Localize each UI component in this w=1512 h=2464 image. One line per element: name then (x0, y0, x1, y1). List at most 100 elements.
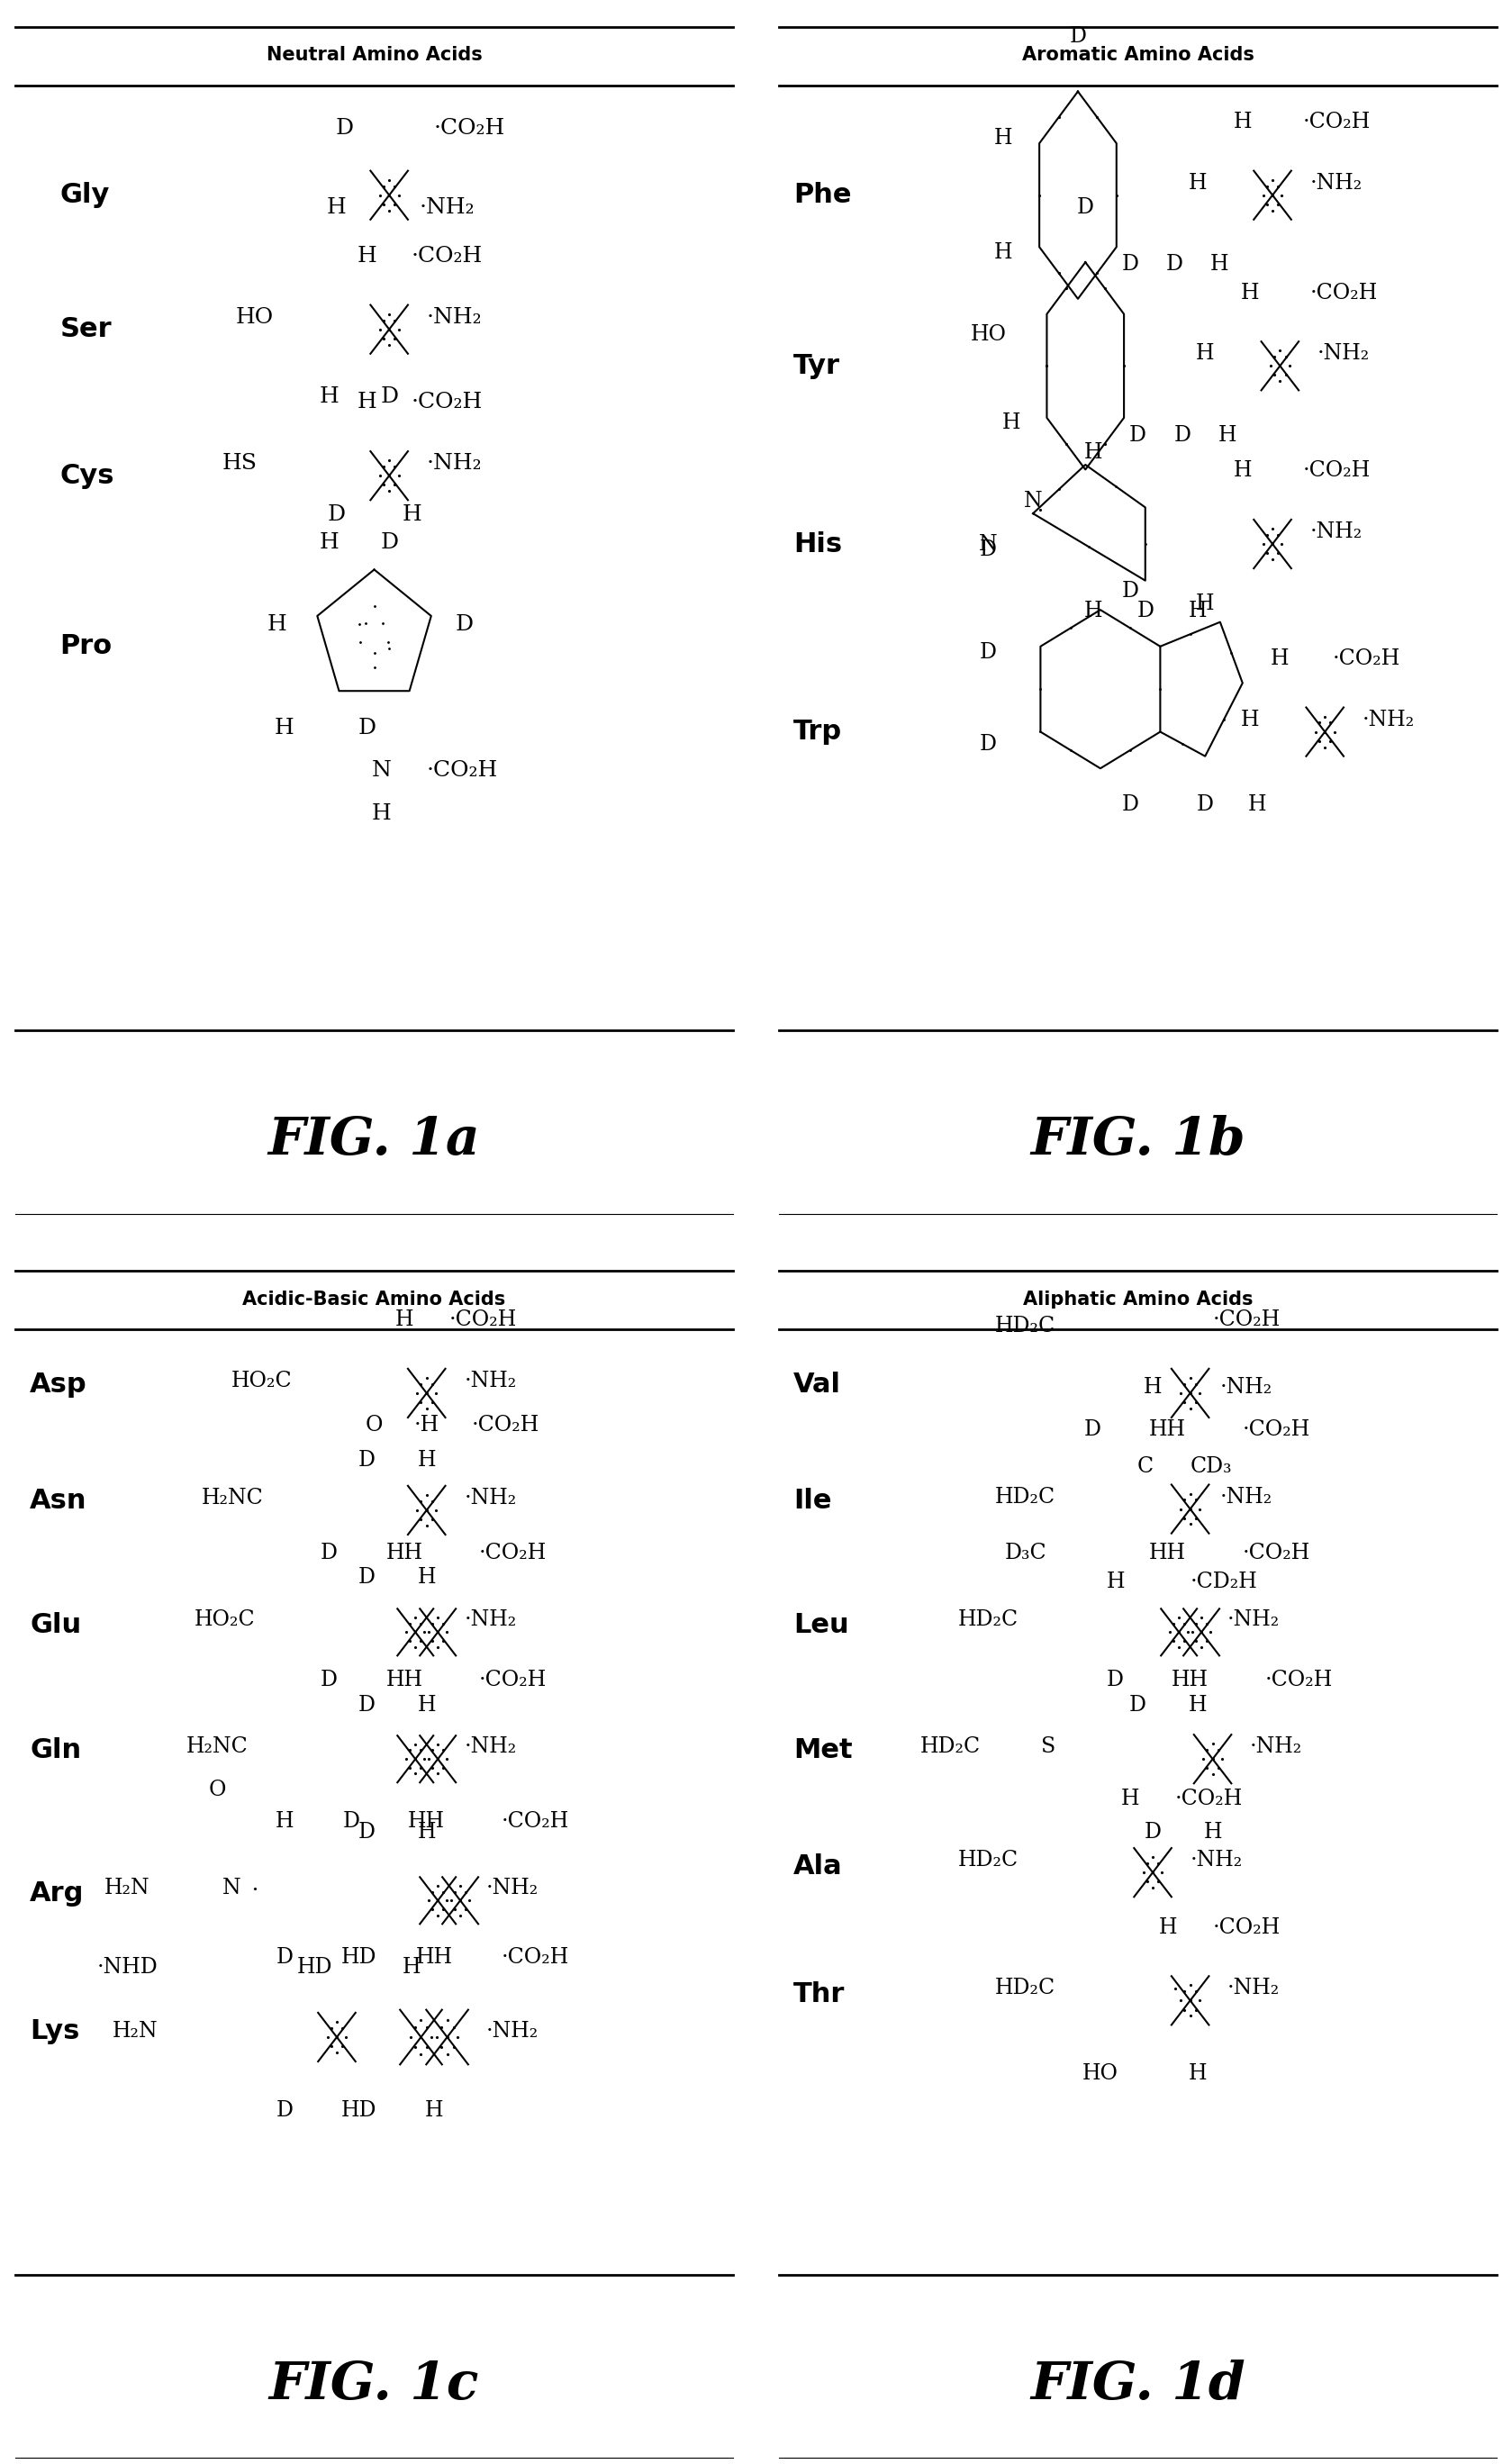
Text: HD: HD (342, 2099, 376, 2122)
Text: H: H (402, 1956, 420, 1979)
Text: H₂N: H₂N (104, 1878, 150, 1900)
Text: D: D (1122, 582, 1139, 601)
Text: D: D (358, 1695, 375, 1715)
Text: D: D (980, 734, 996, 754)
Text: D: D (380, 532, 398, 552)
Text: N: N (222, 1878, 242, 1900)
Text: ·NH₂: ·NH₂ (1362, 710, 1415, 729)
Text: N: N (978, 535, 998, 554)
Text: H: H (357, 246, 376, 266)
Text: Neutral Amino Acids: Neutral Amino Acids (266, 47, 482, 64)
Text: ·CO₂H: ·CO₂H (1213, 1917, 1281, 1937)
Text: ·CO₂H: ·CO₂H (1175, 1789, 1243, 1809)
Text: ·CO₂H: ·CO₂H (1243, 1542, 1311, 1562)
Text: ·NH₂: ·NH₂ (1250, 1737, 1302, 1757)
Text: HD₂C: HD₂C (995, 1979, 1055, 1998)
Text: H: H (995, 128, 1013, 148)
Text: HH: HH (1149, 1542, 1187, 1562)
Text: D: D (358, 717, 376, 739)
Text: HD: HD (342, 1947, 376, 1969)
Text: ·CO₂H: ·CO₂H (502, 1811, 569, 1831)
Text: D: D (321, 1542, 337, 1562)
Text: D: D (336, 118, 354, 138)
Text: HH: HH (1149, 1419, 1187, 1439)
Text: D: D (1137, 601, 1154, 621)
Text: H: H (319, 532, 339, 552)
Text: ·NH₂: ·NH₂ (426, 453, 482, 473)
Text: His: His (794, 530, 842, 557)
Text: ·CD₂H: ·CD₂H (1190, 1572, 1258, 1592)
Text: HH: HH (1172, 1671, 1208, 1690)
Text: H: H (417, 1695, 435, 1715)
Text: D: D (980, 643, 996, 663)
Text: D: D (358, 1449, 375, 1471)
Text: Val: Val (794, 1372, 841, 1397)
Text: D: D (328, 505, 346, 525)
Text: ·NH₂: ·NH₂ (1309, 522, 1362, 542)
Text: Ala: Ala (794, 1853, 842, 1880)
Text: ·CO₂H: ·CO₂H (472, 1414, 540, 1434)
Text: HO: HO (236, 306, 274, 328)
Text: Gln: Gln (30, 1737, 82, 1764)
Text: ·NH₂: ·NH₂ (426, 306, 482, 328)
Text: HO: HO (971, 325, 1007, 345)
Text: ·CO₂H: ·CO₂H (502, 1947, 569, 1969)
Text: HO₂C: HO₂C (231, 1370, 292, 1392)
Text: FIG. 1c: FIG. 1c (269, 2358, 479, 2410)
Text: Thr: Thr (794, 1981, 845, 2008)
Text: ·CO₂H: ·CO₂H (411, 392, 482, 414)
Text: H: H (425, 2099, 443, 2122)
Text: H: H (1120, 1789, 1140, 1809)
Text: H: H (1001, 411, 1021, 434)
Text: H: H (1270, 648, 1290, 670)
Text: ·CO₂H: ·CO₂H (1302, 461, 1370, 480)
Text: D: D (1069, 27, 1087, 47)
Text: HD₂C: HD₂C (921, 1737, 981, 1757)
Text: H: H (417, 1567, 435, 1587)
Text: H: H (327, 197, 346, 217)
Text: ·CO₂H: ·CO₂H (1332, 648, 1400, 670)
Text: H: H (1084, 601, 1102, 621)
Text: D: D (980, 540, 996, 559)
Text: D: D (1145, 1821, 1161, 1843)
Text: D: D (343, 1811, 360, 1831)
Text: D: D (1196, 793, 1214, 816)
Text: Phe: Phe (794, 182, 851, 207)
Text: ·CO₂H: ·CO₂H (411, 246, 482, 266)
Text: HH: HH (408, 1811, 445, 1831)
Text: ·NH₂: ·NH₂ (464, 1737, 517, 1757)
Text: HS: HS (222, 453, 257, 473)
Text: N: N (372, 761, 392, 781)
Text: D: D (1122, 793, 1139, 816)
Text: H: H (417, 1821, 435, 1843)
Text: H: H (1107, 1572, 1125, 1592)
Text: D: D (1129, 1695, 1146, 1715)
Text: H₂NC: H₂NC (201, 1488, 263, 1508)
Text: H: H (1234, 461, 1252, 480)
Text: Aromatic Amino Acids: Aromatic Amino Acids (1022, 47, 1253, 64)
Text: Acidic-Basic Amino Acids: Acidic-Basic Amino Acids (242, 1291, 507, 1308)
Text: ·H: ·H (414, 1414, 440, 1434)
Text: HD₂C: HD₂C (995, 1316, 1055, 1335)
Text: H: H (1188, 2062, 1207, 2085)
Text: Ser: Ser (60, 315, 112, 342)
Text: ·NH₂: ·NH₂ (1228, 1979, 1281, 1998)
Text: ·NH₂: ·NH₂ (1228, 1609, 1281, 1631)
Text: HH: HH (416, 1947, 452, 1969)
Text: ·CO₂H: ·CO₂H (449, 1308, 517, 1331)
Text: H: H (402, 505, 422, 525)
Text: ·NH₂: ·NH₂ (1190, 1850, 1243, 1870)
Text: HH: HH (386, 1542, 423, 1562)
Text: Leu: Leu (794, 1611, 850, 1639)
Text: ·CO₂H: ·CO₂H (426, 761, 497, 781)
Text: Asn: Asn (30, 1488, 88, 1513)
Text: FIG. 1b: FIG. 1b (1030, 1114, 1246, 1165)
Text: Met: Met (794, 1737, 853, 1764)
Text: H: H (1188, 601, 1207, 621)
Text: H: H (1241, 283, 1259, 303)
Text: CD₃: CD₃ (1190, 1456, 1232, 1476)
Text: H: H (1143, 1377, 1163, 1397)
Text: ·CO₂H: ·CO₂H (434, 118, 505, 138)
Text: H: H (1196, 594, 1214, 614)
Text: FIG. 1a: FIG. 1a (268, 1114, 481, 1165)
